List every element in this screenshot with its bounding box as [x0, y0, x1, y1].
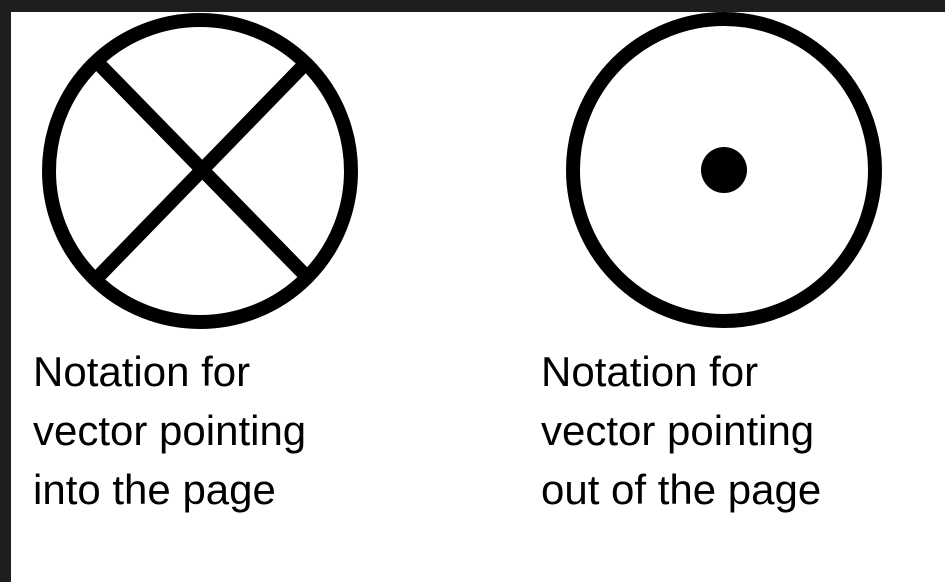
into-page-caption-line-3: into the page	[33, 466, 276, 513]
into-page-caption: Notation for vector pointing into the pa…	[33, 342, 306, 519]
out-of-page-dot-icon	[566, 12, 882, 328]
out-of-page-circle	[566, 12, 882, 328]
diagram-canvas: Notation for vector pointing into the pa…	[11, 12, 945, 582]
out-of-page-caption-line-2: vector pointing	[541, 407, 815, 454]
into-page-circle	[42, 13, 358, 329]
out-of-page-caption: Notation for vector pointing out of the …	[541, 342, 821, 519]
into-page-caption-line-1: Notation for	[33, 348, 251, 395]
into-page-cross-icon	[42, 13, 358, 329]
out-of-page-dot	[701, 147, 747, 193]
out-of-page-caption-line-1: Notation for	[541, 348, 759, 395]
out-of-page-caption-line-3: out of the page	[541, 466, 822, 513]
into-page-caption-line-2: vector pointing	[33, 407, 307, 454]
into-page-cross-stroke-2	[92, 59, 311, 282]
